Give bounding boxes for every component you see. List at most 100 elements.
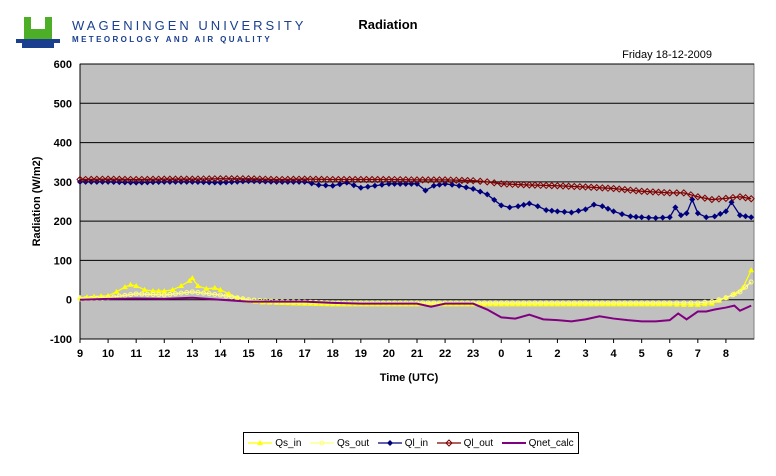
data-point (324, 301, 331, 307)
data-point (481, 300, 487, 306)
data-point (581, 183, 590, 191)
data-point (520, 301, 527, 307)
data-point (548, 207, 555, 214)
data-point (534, 203, 541, 210)
data-point (616, 301, 623, 307)
data-point (532, 300, 538, 306)
x-tick-label: 12 (158, 348, 170, 360)
data-point (98, 293, 105, 299)
data-point (649, 301, 656, 307)
data-point (222, 175, 230, 183)
data-point (708, 195, 716, 204)
data-point (490, 179, 498, 187)
data-point (402, 180, 409, 187)
data-point (504, 300, 510, 306)
data-point (306, 175, 314, 183)
data-point (526, 301, 533, 307)
data-point (357, 184, 364, 191)
data-point (113, 288, 120, 294)
data-point (239, 175, 247, 183)
data-point (560, 300, 566, 306)
data-point (93, 175, 101, 183)
data-point (736, 212, 743, 219)
data-point (554, 208, 561, 215)
data-point (644, 300, 650, 306)
legend-swatch (309, 440, 334, 446)
data-point (329, 182, 336, 189)
data-point (362, 175, 371, 184)
data-point (681, 300, 687, 306)
data-point (319, 440, 325, 446)
data-point (104, 175, 112, 183)
data-point (150, 288, 157, 294)
data-point (397, 180, 404, 187)
data-point (172, 291, 178, 297)
data-point (711, 213, 718, 220)
data-point (442, 180, 449, 187)
data-point (483, 178, 491, 186)
data-point (133, 291, 139, 297)
data-point (548, 301, 555, 307)
data-point (650, 300, 656, 306)
data-point (716, 297, 722, 303)
x-tick-label: 23 (467, 348, 479, 360)
data-point (616, 300, 622, 306)
data-point (458, 176, 466, 185)
data-point (673, 301, 680, 307)
data-point (234, 295, 240, 301)
data-point (703, 214, 710, 221)
data-point (615, 185, 623, 193)
data-point (498, 202, 505, 209)
data-point (315, 182, 322, 188)
data-point (424, 176, 432, 184)
data-point (643, 187, 651, 196)
data-point (666, 214, 673, 221)
legend-item: Ql_out (436, 438, 493, 449)
data-point (492, 301, 499, 307)
x-tick-label: 4 (611, 348, 618, 360)
data-point (498, 301, 505, 307)
data-point (322, 182, 329, 189)
x-tick-label: 10 (102, 348, 114, 360)
data-point (694, 210, 701, 217)
data-point (289, 175, 298, 183)
legend-swatch (248, 440, 273, 445)
x-tick-label: 11 (130, 348, 142, 360)
data-point (329, 301, 336, 307)
data-point (687, 191, 695, 199)
data-point (206, 291, 212, 297)
data-point (598, 184, 607, 192)
data-point (730, 292, 736, 298)
data-point (594, 300, 600, 306)
data-point (126, 175, 135, 184)
data-point (476, 300, 482, 306)
data-point (554, 301, 561, 307)
x-tick-label: 20 (383, 348, 395, 360)
data-point (633, 213, 640, 220)
data-point (141, 286, 148, 292)
data-point (408, 180, 415, 187)
data-point (508, 180, 517, 188)
data-point (639, 300, 645, 306)
data-point (702, 299, 708, 305)
data-point (203, 285, 210, 291)
x-tick-label: 5 (639, 348, 645, 360)
data-point (407, 176, 416, 184)
data-point (155, 288, 162, 294)
data-point (747, 195, 755, 203)
x-tick-label: 21 (411, 348, 423, 360)
data-point (521, 300, 527, 306)
data-point (709, 299, 715, 305)
data-point (446, 176, 455, 184)
data-point (743, 284, 749, 290)
data-point (318, 301, 325, 307)
data-point (199, 175, 208, 183)
data-point (217, 179, 224, 186)
data-point (364, 183, 371, 190)
data-point (430, 176, 438, 184)
data-point (195, 289, 201, 295)
data-point (542, 181, 550, 190)
data-point (593, 183, 601, 192)
data-point (491, 196, 498, 203)
